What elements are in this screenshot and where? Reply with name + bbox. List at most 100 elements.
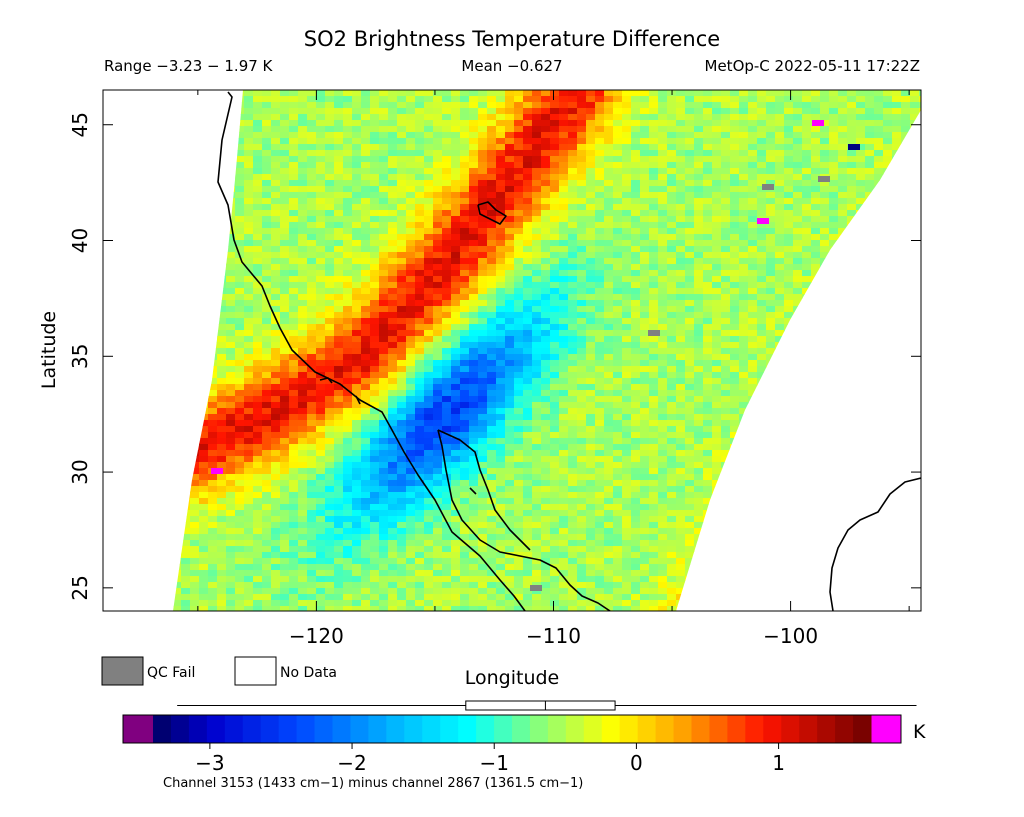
heatmap-cell: [478, 144, 488, 151]
heatmap-cell: [847, 204, 857, 211]
heatmap-cell: [721, 168, 731, 175]
heatmap-cell: [424, 384, 434, 391]
heatmap-cell: [640, 288, 650, 295]
heatmap-cell: [730, 348, 740, 355]
heatmap-cell: [253, 234, 263, 241]
heatmap-cell: [703, 228, 713, 235]
heatmap-cell: [325, 396, 335, 403]
heatmap-cell: [379, 138, 389, 145]
heatmap-cell: [433, 114, 443, 121]
heatmap-cell: [694, 270, 704, 277]
heatmap-cell: [658, 348, 668, 355]
heatmap-cell: [865, 180, 875, 187]
heatmap-cell: [379, 378, 389, 385]
heatmap-cell: [532, 300, 542, 307]
heatmap-cell: [226, 312, 236, 319]
heatmap-cell: [307, 156, 317, 163]
heatmap-cell: [343, 186, 353, 193]
heatmap-cell: [739, 150, 749, 157]
heatmap-cell: [505, 234, 515, 241]
heatmap-cell: [352, 246, 362, 253]
heatmap-cell: [298, 216, 308, 223]
heatmap-cell: [802, 192, 812, 199]
heatmap-cell: [712, 240, 722, 247]
heatmap-cell: [532, 342, 542, 349]
heatmap-cell: [442, 390, 452, 397]
heatmap-cell: [451, 126, 461, 133]
heatmap-cell: [469, 258, 479, 265]
heatmap-cell: [784, 102, 794, 109]
heatmap-cell: [478, 102, 488, 109]
heatmap-cell: [343, 198, 353, 205]
heatmap-cell: [541, 324, 551, 331]
heatmap-cell: [424, 210, 434, 217]
heatmap-cell: [865, 96, 875, 103]
heatmap-cell: [460, 114, 470, 121]
heatmap-cell: [550, 378, 560, 385]
heatmap-cell: [406, 294, 416, 301]
heatmap-cell: [244, 282, 254, 289]
heatmap-cell: [748, 204, 758, 211]
heatmap-cell: [253, 366, 263, 373]
heatmap-cell: [433, 228, 443, 235]
heatmap-cell: [559, 240, 569, 247]
heatmap-cell: [721, 144, 731, 151]
heatmap-cell: [586, 132, 596, 139]
heatmap-cell: [550, 294, 560, 301]
heatmap-cell: [667, 360, 677, 367]
heatmap-cell: [460, 420, 470, 427]
heatmap-cell: [451, 114, 461, 121]
heatmap-cell: [649, 396, 659, 403]
heatmap-cell: [433, 420, 443, 427]
heatmap-cell: [640, 300, 650, 307]
heatmap-cell: [595, 366, 605, 373]
heatmap-cell: [424, 408, 434, 415]
heatmap-cell: [424, 156, 434, 163]
heatmap-cell: [496, 102, 506, 109]
heatmap-cell: [712, 162, 722, 169]
heatmap-cell: [757, 360, 767, 367]
heatmap-cell: [415, 306, 425, 313]
heatmap-cell: [505, 162, 515, 169]
heatmap-cell: [640, 162, 650, 169]
heatmap-cell: [325, 222, 335, 229]
heatmap-cell: [802, 138, 812, 145]
heatmap-cell: [757, 240, 767, 247]
heatmap-cell: [559, 390, 569, 397]
heatmap-cell: [334, 276, 344, 283]
heatmap-cell: [370, 378, 380, 385]
heatmap-cell: [712, 258, 722, 265]
heatmap-cell: [298, 222, 308, 229]
heatmap-cell: [478, 330, 488, 337]
heatmap-cell: [730, 330, 740, 337]
heatmap-cell: [487, 294, 497, 301]
heatmap-cell: [631, 186, 641, 193]
heatmap-cell: [415, 132, 425, 139]
heatmap-cell: [586, 348, 596, 355]
heatmap-cell: [505, 270, 515, 277]
heatmap-cell: [640, 90, 650, 97]
heatmap-cell: [532, 276, 542, 283]
heatmap-cell: [541, 150, 551, 157]
heatmap-cell: [397, 126, 407, 133]
heatmap-cell: [442, 144, 452, 151]
heatmap-cell: [622, 120, 632, 127]
heatmap-cell: [352, 354, 362, 361]
heatmap-cell: [451, 264, 461, 271]
heatmap-cell: [262, 384, 272, 391]
heatmap-cell: [757, 348, 767, 355]
heatmap-cell: [739, 222, 749, 229]
heatmap-cell: [505, 438, 515, 445]
heatmap-cell: [586, 408, 596, 415]
heatmap-cell: [325, 384, 335, 391]
heatmap-cell: [577, 354, 587, 361]
heatmap-cell: [496, 414, 506, 421]
heatmap-cell: [811, 144, 821, 151]
heatmap-cell: [262, 426, 272, 433]
heatmap-cell: [622, 276, 632, 283]
heatmap-cell: [640, 264, 650, 271]
heatmap-cell: [523, 402, 533, 409]
heatmap-cell: [406, 300, 416, 307]
heatmap-cell: [505, 366, 515, 373]
heatmap-cell: [343, 156, 353, 163]
